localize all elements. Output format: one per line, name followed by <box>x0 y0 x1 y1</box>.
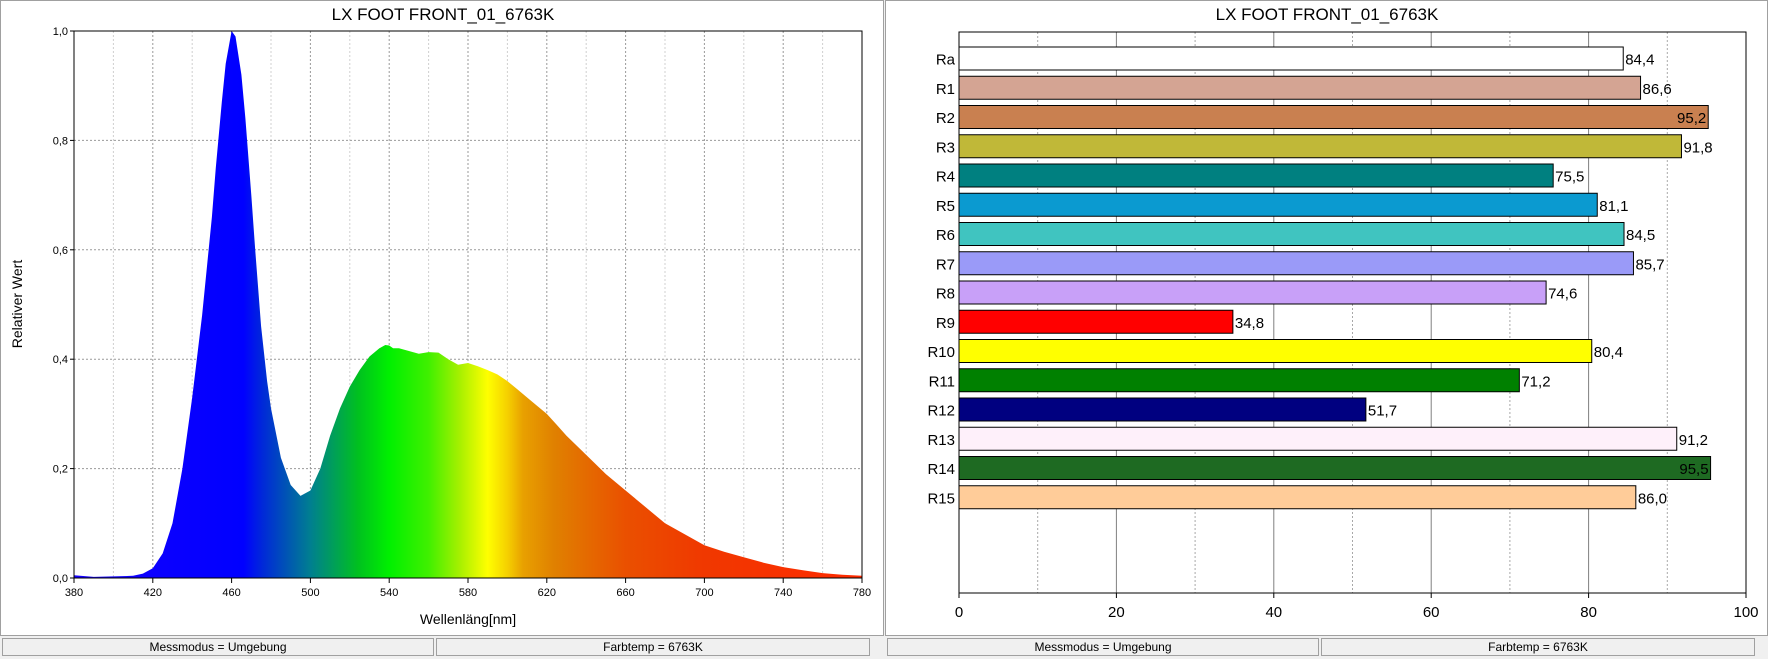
cri-category-label: R1 <box>936 81 955 98</box>
cri-bar-r14 <box>958 456 1712 480</box>
spectrum-y-tick-label: 0,4 <box>53 354 68 366</box>
cri-bar-r13 <box>958 426 1678 451</box>
cri-category-label: R2 <box>936 110 955 127</box>
spectrum-x-tick-label: 540 <box>380 587 398 599</box>
cri-value-label: 85,7 <box>1635 256 1664 273</box>
cri-chart-panel: LX FOOT FRONT_01_6763K Ra 84,4 R1 86,6 R2 95,… <box>885 0 1768 636</box>
spectrum-x-tick-label: 780 <box>853 587 871 599</box>
cri-value-label: 84,5 <box>1626 227 1655 244</box>
left-status-bar: Messmodus = Umgebung Farbtemp = 6763K <box>0 637 884 659</box>
spectrum-title: LX FOOT FRONT_01_6763K <box>332 5 555 24</box>
cri-value-label: 80,4 <box>1594 344 1623 361</box>
cri-value-label: 86,0 <box>1638 490 1667 507</box>
cri-plot-frame <box>958 31 1747 594</box>
status-messmodus: Messmodus = Umgebung <box>2 638 434 656</box>
cri-bar-r15 <box>958 485 1637 510</box>
cri-value-label: 95,5 <box>1679 461 1708 478</box>
cri-value-label: 91,8 <box>1683 139 1712 156</box>
cri-x-tick-label: 80 <box>1580 604 1597 621</box>
right-status-bar: Messmodus = Umgebung Farbtemp = 6763K <box>885 637 1768 659</box>
cri-value-label: 95,2 <box>1677 110 1706 127</box>
spectrum-y-axis-label: Relativer Wert <box>9 260 25 349</box>
spectrum-x-tick-label: 380 <box>65 587 83 599</box>
cri-x-tick-label: 0 <box>955 604 963 621</box>
spectrum-chart-panel: LX FOOT FRONT_01_6763K 380 420 460 500 540 58… <box>0 0 884 636</box>
cri-bar-r10 <box>958 339 1593 363</box>
spectrum-y-tick-label: 0,6 <box>53 245 68 257</box>
cri-category-label: R11 <box>929 373 955 390</box>
cri-value-label: 51,7 <box>1368 403 1397 420</box>
spectrum-x-axis-label: Wellenläng[nm] <box>420 611 516 627</box>
cri-x-ticks: 0 20 40 60 80 100 <box>955 593 1759 621</box>
cri-bar-r2 <box>958 105 1709 129</box>
cri-x-tick-label: 20 <box>1108 604 1125 621</box>
spectrum-x-tick-label: 700 <box>695 587 713 599</box>
cri-category-label: R15 <box>927 490 955 507</box>
cri-category-label: R10 <box>927 344 955 361</box>
cri-bar-r4 <box>958 163 1554 188</box>
spectrum-x-tick-label: 460 <box>222 587 240 599</box>
spectrum-x-tick-label: 500 <box>301 587 319 599</box>
cri-x-tick-label: 40 <box>1265 604 1282 621</box>
cri-value-label: 91,2 <box>1679 432 1708 449</box>
spectrum-y-tick-label: 1,0 <box>53 26 68 38</box>
cri-category-label: R9 <box>936 315 955 332</box>
cri-value-label: 84,4 <box>1625 52 1654 69</box>
cri-category-label: Ra <box>936 52 956 69</box>
status-farbtemp: Farbtemp = 6763K <box>1321 638 1755 656</box>
cri-value-label: 75,5 <box>1555 169 1584 186</box>
cri-bar-r12 <box>958 397 1367 422</box>
spectrum-area <box>74 31 862 578</box>
cri-category-label: R4 <box>936 169 955 186</box>
cri-bar-ra <box>958 46 1624 71</box>
spectrum-x-tick-label: 620 <box>538 587 556 599</box>
cri-chart: LX FOOT FRONT_01_6763K Ra 84,4 R1 86,6 R2 95,… <box>927 5 1759 621</box>
cri-category-label: R5 <box>936 198 955 215</box>
status-messmodus: Messmodus = Umgebung <box>887 638 1319 656</box>
cri-bar-r7 <box>958 251 1634 276</box>
cri-bar-r1 <box>958 75 1642 100</box>
cri-bar-r9 <box>958 309 1234 334</box>
spectrum-x-tick-label: 660 <box>616 587 634 599</box>
cri-category-label: R3 <box>936 139 955 156</box>
cri-category-label: R13 <box>927 432 955 449</box>
cri-bar-r11 <box>958 368 1520 393</box>
cri-value-label: 71,2 <box>1521 373 1550 390</box>
cri-x-tick-label: 100 <box>1733 604 1758 621</box>
spectrum-x-tick-label: 740 <box>774 587 792 599</box>
cri-bar-r8 <box>958 280 1547 305</box>
spectrum-x-tick-label: 420 <box>144 587 162 599</box>
cri-value-label: 86,6 <box>1643 81 1672 98</box>
cri-value-label: 34,8 <box>1235 315 1264 332</box>
cri-value-label: 74,6 <box>1548 286 1577 303</box>
status-farbtemp: Farbtemp = 6763K <box>436 638 870 656</box>
cri-category-label: R7 <box>936 256 955 273</box>
cri-category-label: R14 <box>927 461 955 478</box>
spectrum-y-ticks: 0,0 0,2 0,4 0,6 0,8 1,0 <box>53 26 74 585</box>
cri-value-label: 81,1 <box>1599 198 1628 215</box>
spectrum-y-tick-label: 0,8 <box>53 135 68 147</box>
cri-category-label: R6 <box>936 227 955 244</box>
spectrum-chart: LX FOOT FRONT_01_6763K 380 420 460 500 540 58… <box>9 5 871 627</box>
spectrum-x-ticks: 380 420 460 500 540 580 620 660 700 740 780 <box>65 578 871 599</box>
spectrum-y-tick-label: 0,0 <box>53 573 68 585</box>
cri-bars: Ra 84,4 R1 86,6 R2 95,2 R3 91,8 R4 75,5 R5 81,1 R6 84… <box>927 46 1713 510</box>
cri-title: LX FOOT FRONT_01_6763K <box>1216 5 1439 24</box>
cri-category-label: R8 <box>936 286 955 303</box>
cri-bar-r5 <box>958 192 1598 217</box>
cri-bar-r6 <box>958 222 1625 246</box>
cri-x-tick-label: 60 <box>1423 604 1440 621</box>
cri-category-label: R12 <box>927 403 955 420</box>
spectrum-y-tick-label: 0,2 <box>53 464 68 476</box>
spectrum-x-tick-label: 580 <box>459 587 477 599</box>
cri-bar-r3 <box>958 134 1682 159</box>
